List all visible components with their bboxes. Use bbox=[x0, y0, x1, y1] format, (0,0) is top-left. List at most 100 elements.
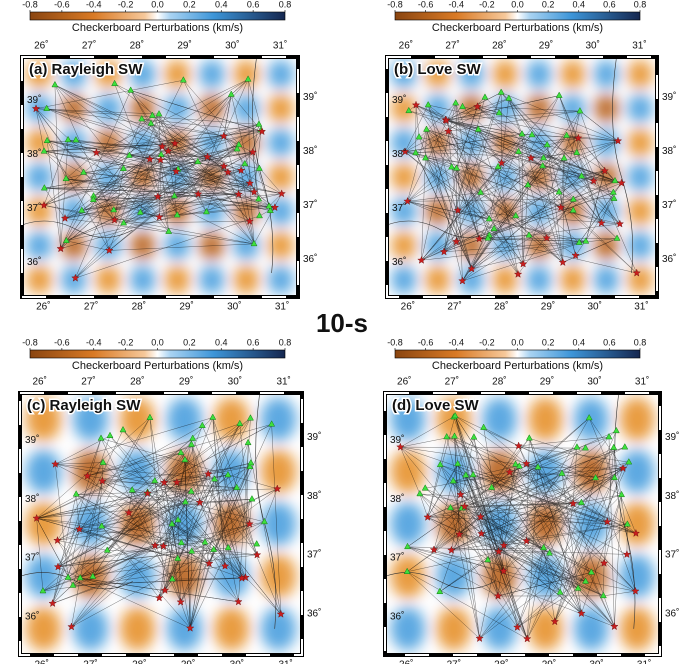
ray-path bbox=[427, 463, 458, 518]
station bbox=[255, 120, 263, 127]
ray-path bbox=[43, 115, 153, 206]
ray-path bbox=[501, 92, 619, 142]
event bbox=[568, 499, 578, 508]
event bbox=[71, 273, 80, 282]
ray-path bbox=[123, 194, 239, 224]
station bbox=[165, 227, 173, 234]
lon-label-top: 26˚ bbox=[34, 40, 48, 52]
ray-path bbox=[249, 499, 253, 525]
anomaly bbox=[26, 128, 53, 158]
colorbar-tick-label: 0.2 bbox=[542, 0, 555, 9]
lon-label-bottom: 28˚ bbox=[132, 301, 146, 313]
station bbox=[250, 239, 258, 247]
station bbox=[451, 432, 458, 439]
anomaly bbox=[166, 606, 203, 651]
ray-path bbox=[239, 423, 250, 525]
ray-path bbox=[477, 106, 615, 199]
ray-path bbox=[180, 452, 258, 555]
ray-path bbox=[189, 551, 192, 629]
ray-path bbox=[36, 491, 192, 519]
event bbox=[477, 529, 486, 538]
event bbox=[245, 216, 254, 225]
ray-path bbox=[206, 183, 250, 213]
ray-path bbox=[407, 516, 481, 572]
ray-path bbox=[526, 447, 578, 464]
ray-path bbox=[71, 577, 81, 627]
ray-path bbox=[471, 180, 616, 270]
ray-path bbox=[159, 124, 260, 218]
ray-path bbox=[168, 124, 259, 152]
colorbar-tick-label: -0.4 bbox=[86, 337, 102, 347]
ray-path bbox=[64, 195, 175, 219]
ray-path bbox=[446, 436, 527, 464]
colorbar-title: Checkerboard Perturbations (km/s) bbox=[72, 22, 243, 34]
station bbox=[480, 423, 488, 430]
anomaly bbox=[25, 606, 62, 651]
ray-path bbox=[484, 97, 620, 225]
lat-label-right: 39˚ bbox=[665, 431, 679, 443]
ray-path bbox=[479, 524, 628, 639]
ray-path bbox=[189, 542, 206, 629]
ray-path bbox=[426, 129, 563, 263]
ray-path bbox=[408, 110, 446, 121]
event bbox=[67, 622, 76, 631]
ray-path bbox=[96, 152, 270, 207]
lat-label-left: 36˚ bbox=[390, 611, 404, 623]
lon-label-bottom: 28˚ bbox=[494, 659, 508, 664]
station bbox=[72, 136, 80, 143]
ray-path bbox=[518, 436, 609, 447]
ray-path bbox=[212, 417, 226, 567]
ray-path bbox=[443, 168, 457, 252]
ray-path bbox=[508, 98, 532, 159]
anomaly bbox=[72, 501, 109, 547]
lat-label-left: 38˚ bbox=[25, 493, 39, 505]
event bbox=[143, 489, 152, 497]
event bbox=[145, 154, 154, 163]
ray-path bbox=[231, 94, 255, 193]
station bbox=[111, 79, 119, 87]
lat-label-right: 39˚ bbox=[662, 91, 676, 103]
anomaly bbox=[436, 449, 472, 494]
ray-path bbox=[64, 144, 239, 219]
colorbar bbox=[394, 349, 641, 359]
event bbox=[219, 161, 229, 170]
ray-path bbox=[576, 152, 605, 172]
event bbox=[475, 234, 484, 243]
station bbox=[43, 136, 51, 143]
ray-path bbox=[454, 415, 505, 546]
anomaly bbox=[95, 265, 122, 295]
station bbox=[43, 104, 51, 111]
event bbox=[204, 559, 214, 568]
station bbox=[247, 414, 254, 421]
ray-path bbox=[455, 415, 519, 447]
ray-path bbox=[132, 490, 210, 564]
ray-path bbox=[161, 131, 262, 155]
anomaly bbox=[391, 196, 417, 226]
ray-path bbox=[60, 79, 249, 249]
lon-label-bottom: 26˚ bbox=[399, 659, 413, 664]
ray-path bbox=[509, 472, 561, 593]
anomaly bbox=[95, 94, 122, 123]
ray-path bbox=[509, 436, 610, 473]
ray-path bbox=[448, 110, 580, 132]
event bbox=[203, 152, 212, 161]
ray-path bbox=[489, 170, 605, 220]
ray-path bbox=[47, 140, 97, 153]
ray-path bbox=[542, 165, 563, 263]
ray-path bbox=[527, 467, 539, 639]
ray-path bbox=[427, 502, 582, 518]
anomaly bbox=[526, 59, 552, 89]
ray-path bbox=[46, 108, 161, 161]
ray-path bbox=[404, 151, 490, 220]
event bbox=[442, 116, 451, 125]
lat-label-right: 36˚ bbox=[665, 608, 679, 620]
event bbox=[622, 550, 632, 558]
lon-label-bottom: 27˚ bbox=[447, 659, 461, 664]
station bbox=[247, 458, 255, 466]
ray-path bbox=[57, 417, 151, 567]
ray-path bbox=[579, 110, 619, 142]
ray-path bbox=[140, 131, 263, 213]
lon-label-bottom: 30˚ bbox=[588, 301, 602, 313]
station bbox=[181, 455, 189, 463]
ray-path bbox=[114, 148, 238, 221]
